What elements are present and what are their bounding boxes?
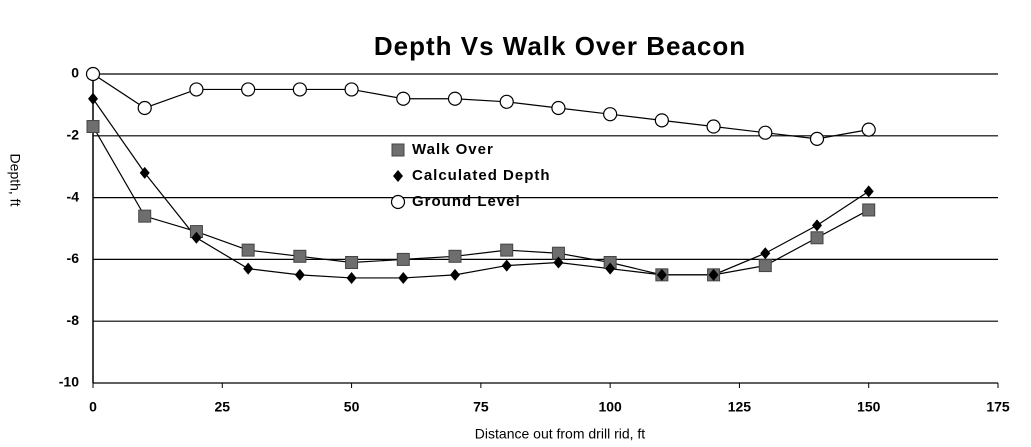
chart-title: Depth Vs Walk Over Beacon [374, 31, 746, 61]
x-tick-label: 100 [598, 399, 622, 415]
series-line [92, 126, 869, 276]
marker [758, 259, 772, 273]
marker [346, 271, 357, 284]
marker [499, 94, 514, 109]
marker [863, 185, 874, 198]
marker [862, 203, 876, 217]
marker [241, 243, 255, 257]
y-tick-label: -4 [67, 188, 80, 204]
x-tick-label: 25 [214, 399, 230, 415]
marker [396, 91, 411, 106]
marker [139, 166, 150, 179]
marker [344, 82, 359, 97]
marker [812, 219, 822, 232]
marker [137, 100, 152, 116]
y-tick-label: -10 [59, 374, 79, 390]
marker [500, 243, 514, 257]
x-tick-label: 50 [344, 399, 360, 415]
y-axis-label: Depth, ft [7, 154, 23, 207]
marker [654, 113, 669, 128]
y-tick-label: -8 [67, 312, 80, 328]
marker [551, 100, 566, 116]
marker [603, 107, 618, 122]
legend-marker [393, 170, 403, 182]
marker [88, 92, 98, 105]
marker [398, 271, 409, 284]
series-line [92, 73, 869, 140]
marker [553, 256, 564, 269]
x-axis-label: Distance out from drill rid, ft [475, 426, 645, 442]
legend-label: Walk Over [412, 141, 494, 158]
y-tick-label: -6 [67, 250, 80, 266]
marker [396, 252, 410, 266]
marker [450, 268, 460, 281]
marker [760, 247, 771, 260]
marker [191, 231, 202, 244]
x-tick-label: 75 [473, 399, 489, 415]
marker [241, 82, 256, 97]
marker [292, 82, 307, 97]
marker [605, 262, 616, 275]
marker [861, 122, 876, 137]
y-tick-label: -2 [67, 127, 80, 143]
marker [448, 249, 462, 263]
marker [86, 120, 100, 134]
x-tick-label: 125 [728, 399, 752, 415]
marker [810, 231, 824, 245]
x-tick-label: 0 [89, 399, 97, 415]
series-line [92, 98, 870, 279]
marker [189, 82, 204, 97]
marker [243, 262, 254, 275]
legend-marker [390, 194, 406, 210]
marker [138, 209, 152, 223]
marker [809, 131, 825, 146]
marker [656, 268, 667, 281]
x-tick-label: 150 [857, 399, 881, 415]
marker [294, 268, 305, 281]
marker [85, 66, 101, 82]
marker [345, 255, 359, 269]
marker [501, 259, 512, 272]
marker [706, 119, 721, 134]
marker [447, 91, 463, 106]
marker [758, 125, 773, 140]
y-tick-label: 0 [71, 65, 79, 81]
marker [708, 268, 719, 281]
x-tick-label: 175 [986, 399, 1010, 415]
legend-label: Ground Level [412, 193, 521, 210]
legend-marker [391, 143, 405, 157]
legend-label: Calculated Depth [412, 167, 551, 184]
marker [293, 249, 307, 263]
